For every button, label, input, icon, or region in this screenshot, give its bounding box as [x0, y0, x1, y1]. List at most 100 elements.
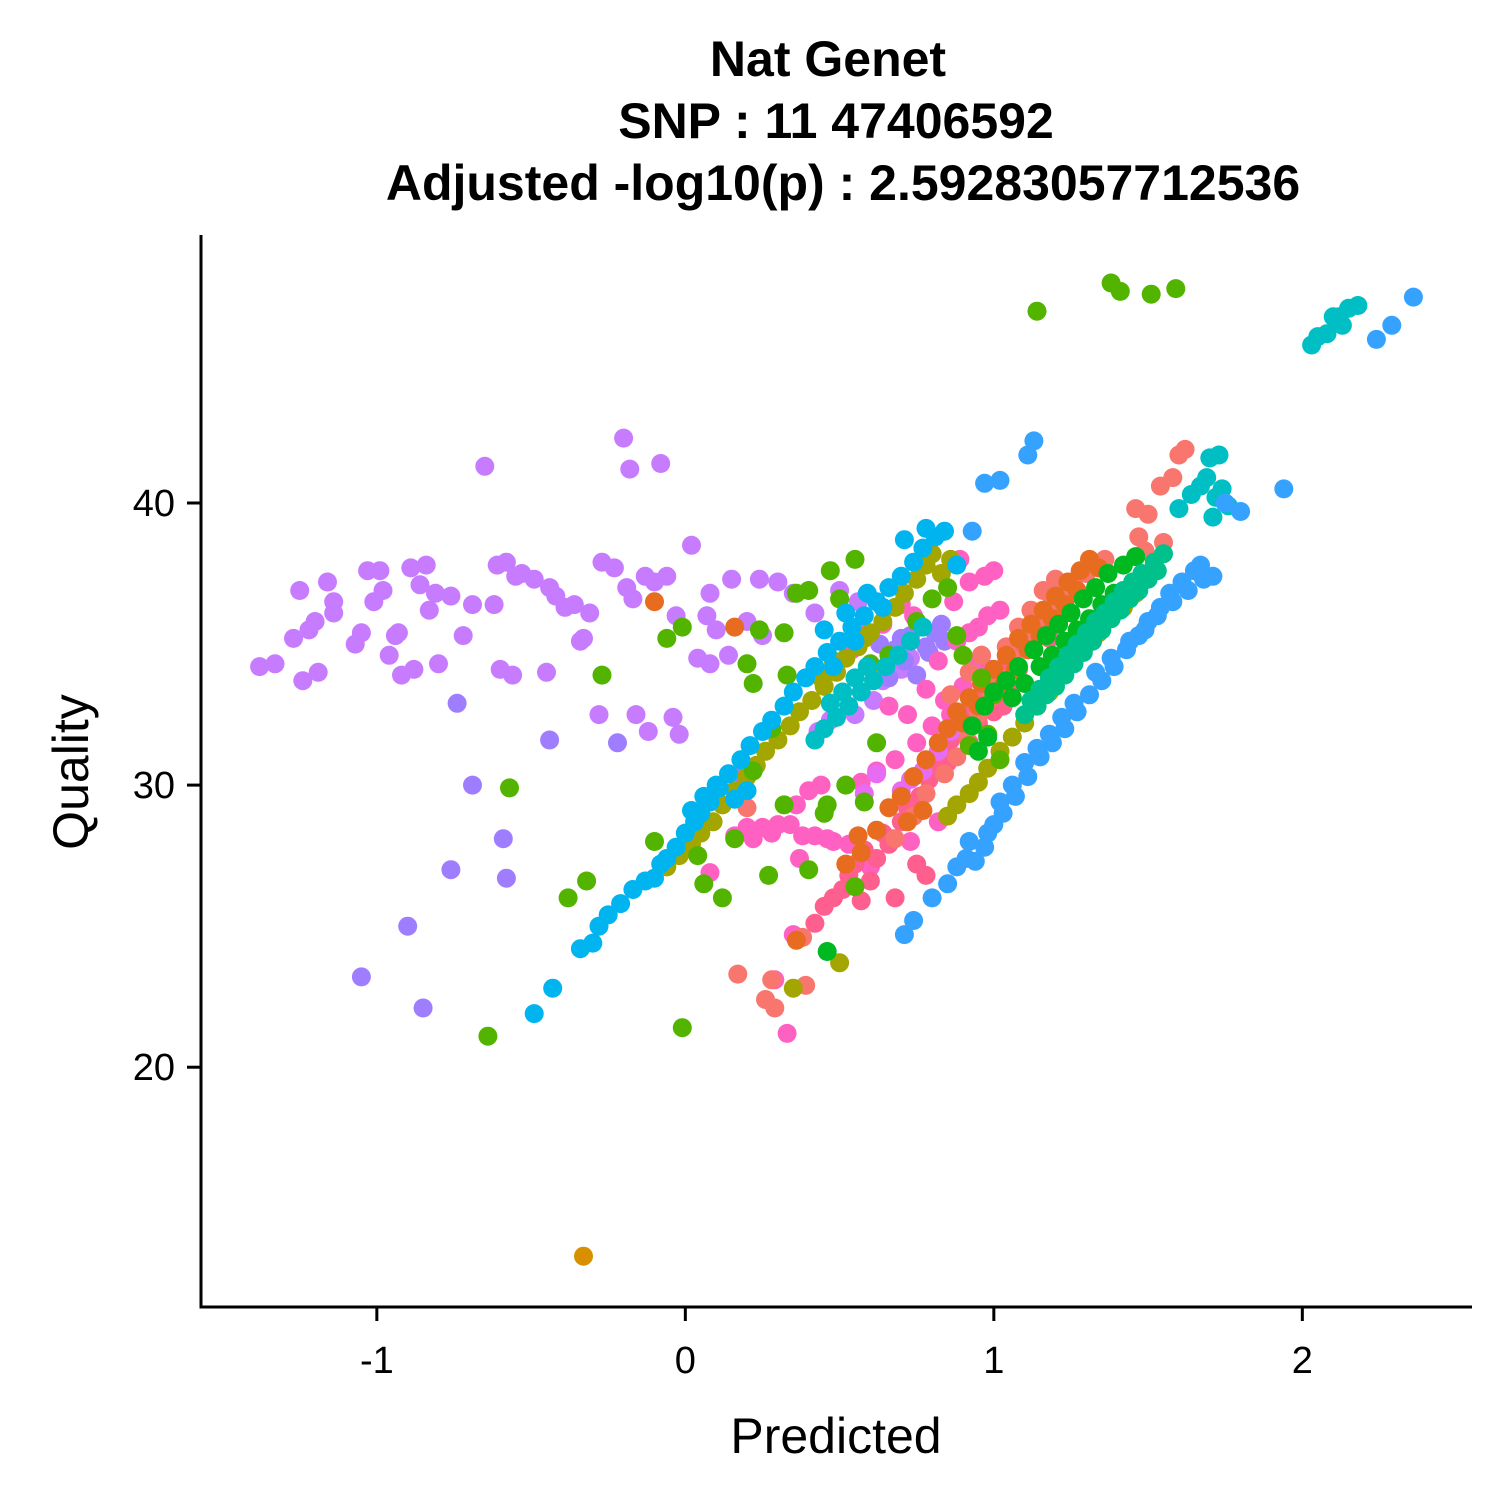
data-point	[1274, 479, 1294, 499]
data-point	[836, 854, 856, 874]
data-point	[540, 730, 560, 750]
data-point	[845, 668, 865, 688]
data-point	[1154, 544, 1173, 564]
data-point	[651, 854, 671, 874]
data-point	[867, 820, 887, 840]
data-point	[558, 888, 578, 908]
data-point	[564, 595, 584, 615]
data-point	[1110, 281, 1130, 301]
data-point	[589, 705, 609, 725]
data-point	[947, 555, 967, 575]
data-point	[774, 623, 794, 643]
data-point	[645, 832, 664, 851]
data-point	[1080, 685, 1099, 705]
x-tick-label: 2	[1292, 1340, 1313, 1382]
data-point	[657, 628, 677, 648]
data-point	[894, 530, 914, 550]
data-point	[1101, 648, 1121, 668]
data-point	[851, 843, 871, 863]
data-point	[860, 871, 880, 891]
data-point	[574, 1246, 593, 1266]
chart-title: Nat Genet SNP : 11 47406592 Adjusted -lo…	[386, 31, 1300, 211]
data-point	[638, 722, 658, 741]
data-point	[604, 558, 624, 578]
data-point	[894, 925, 914, 945]
data-point	[814, 620, 834, 640]
data-point	[426, 583, 445, 603]
data-point	[959, 832, 979, 851]
data-point	[845, 877, 865, 897]
data-point	[765, 998, 785, 1018]
data-point	[447, 693, 467, 713]
data-point	[608, 733, 627, 753]
data-point	[749, 569, 769, 589]
data-point	[916, 518, 936, 538]
data-point	[885, 888, 905, 908]
data-point	[688, 846, 708, 866]
data-point	[666, 837, 686, 857]
data-point	[419, 600, 439, 620]
data-point	[962, 716, 982, 736]
data-point	[574, 628, 593, 648]
data-point	[1348, 296, 1368, 315]
data-point	[416, 555, 436, 575]
data-point	[996, 671, 1016, 691]
data-point	[1039, 724, 1059, 744]
data-point	[475, 456, 495, 476]
data-point	[907, 733, 927, 753]
data-point	[935, 764, 954, 784]
data-point	[324, 592, 344, 612]
data-point	[1175, 439, 1195, 459]
data-point	[1015, 705, 1035, 725]
data-points	[250, 273, 1423, 1266]
data-point	[1191, 555, 1210, 575]
data-point	[441, 586, 461, 606]
data-point	[990, 600, 1010, 620]
data-point	[682, 801, 701, 820]
data-point	[284, 628, 303, 648]
x-axis-ticks: -1 0 1 2	[360, 1307, 1313, 1382]
data-point	[697, 606, 717, 626]
data-point	[611, 894, 631, 914]
data-point	[651, 454, 671, 473]
data-point	[916, 865, 936, 885]
data-point	[743, 761, 763, 781]
data-point	[503, 665, 523, 685]
data-point	[682, 535, 701, 555]
data-point	[978, 823, 998, 843]
data-point	[820, 561, 840, 581]
data-point	[898, 812, 917, 832]
data-point	[583, 933, 603, 953]
data-point	[265, 654, 285, 674]
data-point	[1015, 674, 1035, 693]
data-point	[799, 860, 819, 880]
data-point	[478, 1026, 498, 1046]
data-point	[1073, 589, 1093, 609]
data-point	[500, 778, 519, 798]
data-point	[543, 978, 563, 998]
data-point	[1141, 284, 1161, 304]
data-point	[725, 829, 745, 849]
data-point	[848, 826, 868, 846]
title-line-2: SNP : 11 47406592	[618, 93, 1054, 149]
data-point	[1169, 499, 1189, 519]
data-point	[805, 730, 825, 750]
x-tick-label: 0	[675, 1340, 696, 1382]
data-point	[737, 654, 757, 674]
data-point	[1049, 614, 1069, 634]
data-point	[938, 874, 958, 894]
data-point	[379, 645, 399, 665]
data-point	[1178, 581, 1198, 600]
data-point	[663, 707, 683, 727]
data-point	[786, 930, 806, 950]
data-point	[351, 623, 371, 643]
data-point	[984, 682, 1004, 702]
data-point	[817, 942, 837, 961]
data-point	[712, 888, 732, 908]
data-point	[524, 569, 544, 589]
data-point	[1126, 547, 1146, 567]
data-point	[626, 705, 646, 725]
data-point	[524, 1004, 544, 1024]
data-point	[978, 727, 998, 747]
